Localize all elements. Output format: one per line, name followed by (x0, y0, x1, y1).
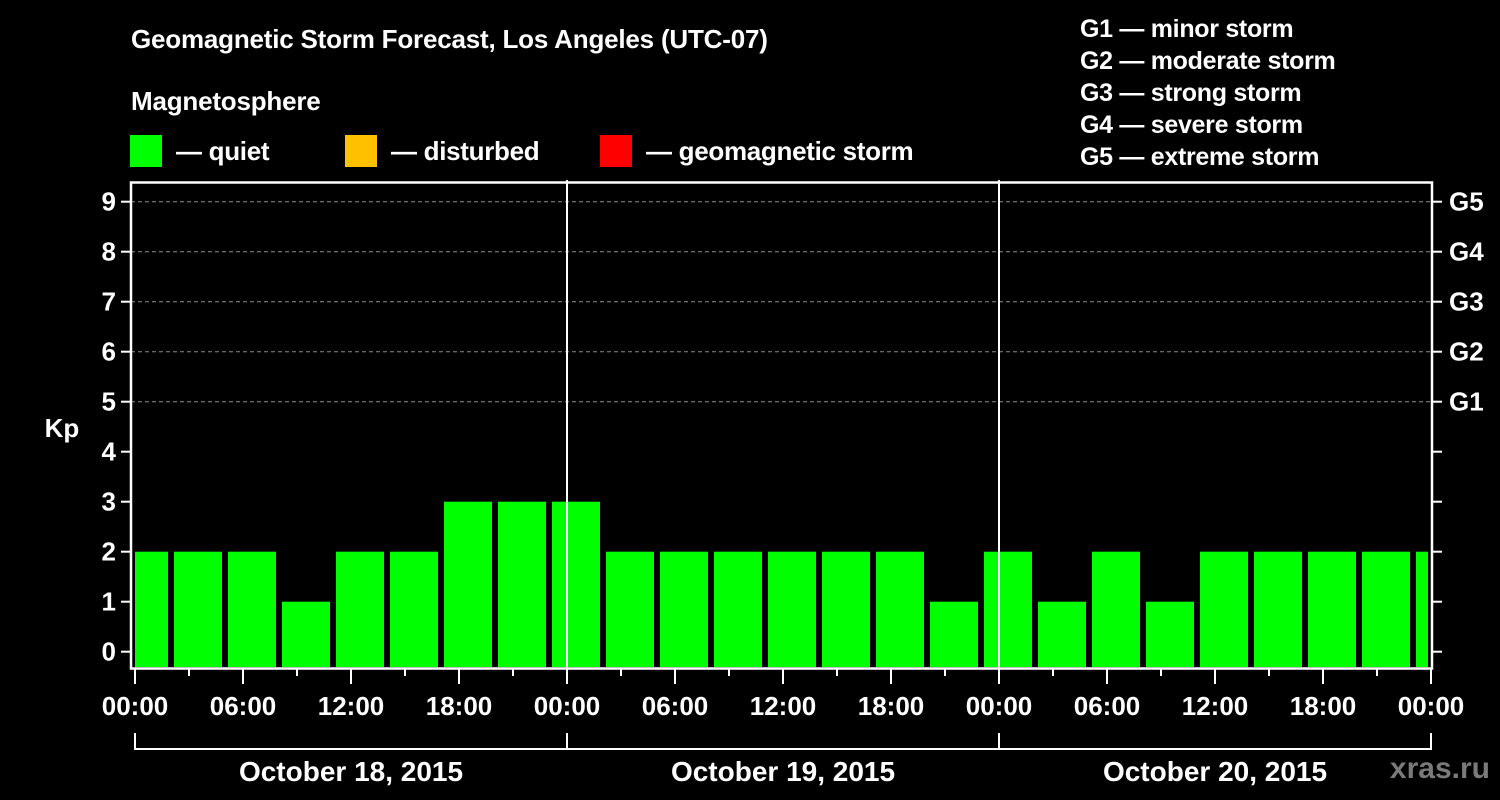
x-tick-label: 00:00 (534, 691, 601, 721)
bars (135, 501, 1428, 667)
kp-bar (606, 551, 654, 667)
scale-g4: G4 — severe storm (1080, 111, 1303, 139)
kp-bar (1092, 551, 1140, 667)
legend-item-disturbed: — disturbed (345, 135, 540, 167)
kp-bar (444, 501, 492, 667)
kp-bar (390, 551, 438, 667)
y-tick-label: 4 (102, 437, 117, 467)
y-tick-label: 9 (102, 187, 116, 217)
y-tick-label: 2 (102, 537, 116, 567)
legend-label-storm: — geomagnetic storm (646, 135, 914, 166)
x-axis: 00:00 06:00 12:00 18:00 00:00 06:00 12:00 18:00… (102, 668, 1465, 721)
kp-bar (660, 551, 708, 667)
kp-bar (714, 551, 762, 667)
y-tick-label: 5 (102, 387, 116, 417)
disturbed-swatch (345, 135, 377, 167)
kp-bar (822, 551, 870, 667)
y-tick-label: 6 (102, 337, 116, 367)
kp-bar (498, 501, 546, 667)
x-tick-label: 00:00 (1398, 691, 1465, 721)
kp-bar (768, 551, 816, 667)
y-axis-label: Kp (45, 413, 80, 443)
legend-item-storm: — geomagnetic storm (600, 135, 914, 167)
y-tick-label: 0 (102, 637, 116, 667)
x-tick-label: 00:00 (966, 691, 1033, 721)
date-brackets: October 18, 2015 October 19, 2015 October … (134, 733, 1432, 787)
scale-g5: G5 — extreme storm (1080, 143, 1320, 171)
g-scale-axis: G1 G2 G3 G4 G5 (1432, 187, 1484, 653)
kp-bar (1200, 551, 1248, 667)
date-label: October 20, 2015 (1103, 756, 1327, 787)
kp-bar (1146, 601, 1194, 667)
gridlines (131, 201, 1432, 403)
kp-bar (135, 551, 168, 667)
g-scale-label: G5 (1449, 187, 1484, 217)
legend-label-quiet: — quiet (176, 135, 270, 166)
y-tick-label: 8 (102, 237, 116, 267)
kp-bar (1416, 551, 1428, 667)
g-scale-label: G4 (1449, 237, 1484, 267)
legend-heading: Magnetosphere (131, 86, 321, 116)
x-tick-label: 12:00 (1182, 691, 1249, 721)
kp-bar (228, 551, 276, 667)
day-dividers (566, 180, 1000, 668)
watermark: xras.ru (1389, 752, 1490, 785)
kp-bar (1038, 601, 1086, 667)
kp-bar (1254, 551, 1302, 667)
x-tick-label: 18:00 (858, 691, 925, 721)
g-scale-label: G2 (1449, 337, 1484, 367)
kp-bar (1308, 551, 1356, 667)
x-tick-label: 18:00 (1290, 691, 1357, 721)
scale-g3: G3 — strong storm (1080, 79, 1302, 107)
x-tick-label: 06:00 (642, 691, 709, 721)
legend-item-quiet: — quiet (130, 135, 270, 167)
y-tick-label: 7 (102, 287, 116, 317)
storm-swatch (600, 135, 632, 167)
kp-bar (282, 601, 330, 667)
kp-bar (336, 551, 384, 667)
kp-bar (174, 551, 222, 667)
date-label: October 18, 2015 (239, 756, 463, 787)
g-scale-label: G3 (1449, 287, 1484, 317)
g-scale-label: G1 (1449, 387, 1484, 417)
x-tick-label: 00:00 (102, 691, 169, 721)
x-tick-label: 06:00 (1074, 691, 1141, 721)
kp-bar (876, 551, 924, 667)
plot-frame (129, 181, 1434, 670)
legend-label-disturbed: — disturbed (391, 135, 540, 166)
storm-scale-legend: G1 — minor storm G2 — moderate storm G3 … (1080, 13, 1336, 173)
kp-bar (984, 551, 1032, 667)
quiet-swatch (130, 135, 162, 167)
y-tick-label: 3 (102, 487, 116, 517)
scale-g1: G1 — minor storm (1080, 15, 1294, 43)
x-tick-label: 18:00 (426, 691, 493, 721)
kp-bar (1362, 551, 1410, 667)
x-tick-label: 06:00 (210, 691, 277, 721)
date-label: October 19, 2015 (671, 756, 895, 787)
x-tick-label: 12:00 (318, 691, 385, 721)
y-tick-label: 1 (102, 587, 116, 617)
y-axis: 0 1 2 3 4 5 6 7 8 9 (102, 187, 131, 667)
chart-title: Geomagnetic Storm Forecast, Los Angeles … (131, 24, 768, 54)
kp-bar (930, 601, 978, 667)
scale-g2: G2 — moderate storm (1080, 47, 1336, 75)
x-tick-label: 12:00 (750, 691, 817, 721)
kp-bar (552, 501, 600, 667)
